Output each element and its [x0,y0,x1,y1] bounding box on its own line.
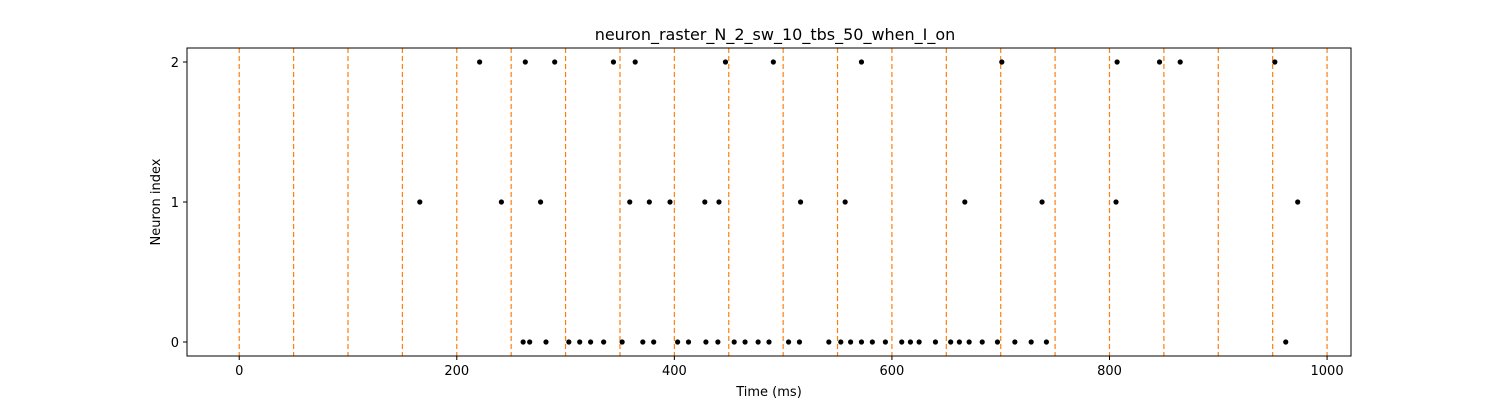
spike-point [842,199,848,205]
stimulus-lines [238,48,1328,356]
x-axis-label: Time (ms) [735,385,802,400]
spike-point [1012,339,1018,345]
spike-point [847,339,854,345]
spike-point [685,339,692,345]
spike-point [826,339,832,345]
spike-point [601,339,607,345]
spike-point [520,339,526,345]
spike-point [755,339,761,345]
y-tick-label: 1 [171,196,179,211]
spike-point [716,199,722,205]
spike-point [417,199,423,205]
spike-point [522,59,528,65]
spike-point [1043,339,1050,345]
spike-point [715,339,721,345]
chart-title: neuron_raster_N_2_sw_10_tbs_50_when_I_on [595,25,956,45]
spike-point [1283,339,1289,345]
spike-point [770,59,776,65]
spike-point [1039,199,1045,205]
spike-point [632,59,638,65]
y-tick-label: 2 [171,56,179,71]
spike-point [966,339,972,345]
spike-point [646,199,652,205]
x-tick-label: 0 [235,364,243,379]
spike-point [932,339,939,345]
x-axis-ticks: 0 200 400 600 800 1000 [235,356,1344,379]
spike-point [587,339,594,345]
spike-point [722,59,729,65]
spike-points [417,59,1301,345]
spike-point [1156,59,1163,65]
spike-point [577,339,583,345]
x-tick-label: 1000 [1311,364,1344,379]
spike-point [477,59,483,65]
spike-point [498,199,504,205]
spike-point [994,339,1001,345]
spike-point [999,59,1005,65]
spike-point [899,339,905,345]
spike-point [1272,59,1278,65]
spike-point [838,339,844,345]
spike-point [552,59,558,65]
spike-point [667,199,673,205]
spike-point [785,339,792,345]
spike-point [640,339,646,345]
spike-point [882,339,889,345]
x-tick-label: 600 [880,364,905,379]
x-tick-label: 800 [1097,364,1122,379]
x-tick-label: 400 [662,364,687,379]
spike-point [797,199,804,205]
spike-point [619,339,625,345]
spike-point [527,339,533,345]
y-tick-label: 0 [171,336,179,351]
spike-point [1295,199,1301,205]
spike-point [703,339,709,345]
spike-point [1113,199,1119,205]
spike-point [731,339,737,345]
spike-point [610,59,617,65]
spike-point [543,339,549,345]
y-axis-ticks: 0 1 2 [171,56,187,351]
spike-point [742,339,748,345]
spike-point [766,339,772,345]
spike-point [948,339,954,345]
spike-point [858,339,865,345]
spike-point [1114,59,1120,65]
spike-point [956,339,962,345]
x-tick-label: 200 [444,364,469,379]
spike-point [675,339,681,345]
spike-point [858,59,865,65]
spike-point [1177,59,1183,65]
spike-point [916,339,922,345]
spike-point [651,339,657,345]
spike-point [566,339,572,345]
plot-frame [186,47,1352,357]
spike-point [1028,339,1034,345]
spike-point [537,199,544,205]
spike-point [907,339,914,345]
y-axis-label: Neuron index [149,158,164,245]
spike-point [962,199,968,205]
spike-point [702,199,708,205]
spike-point [627,199,633,205]
spike-point [979,339,985,345]
spike-point [796,339,803,345]
spike-point [869,339,875,345]
